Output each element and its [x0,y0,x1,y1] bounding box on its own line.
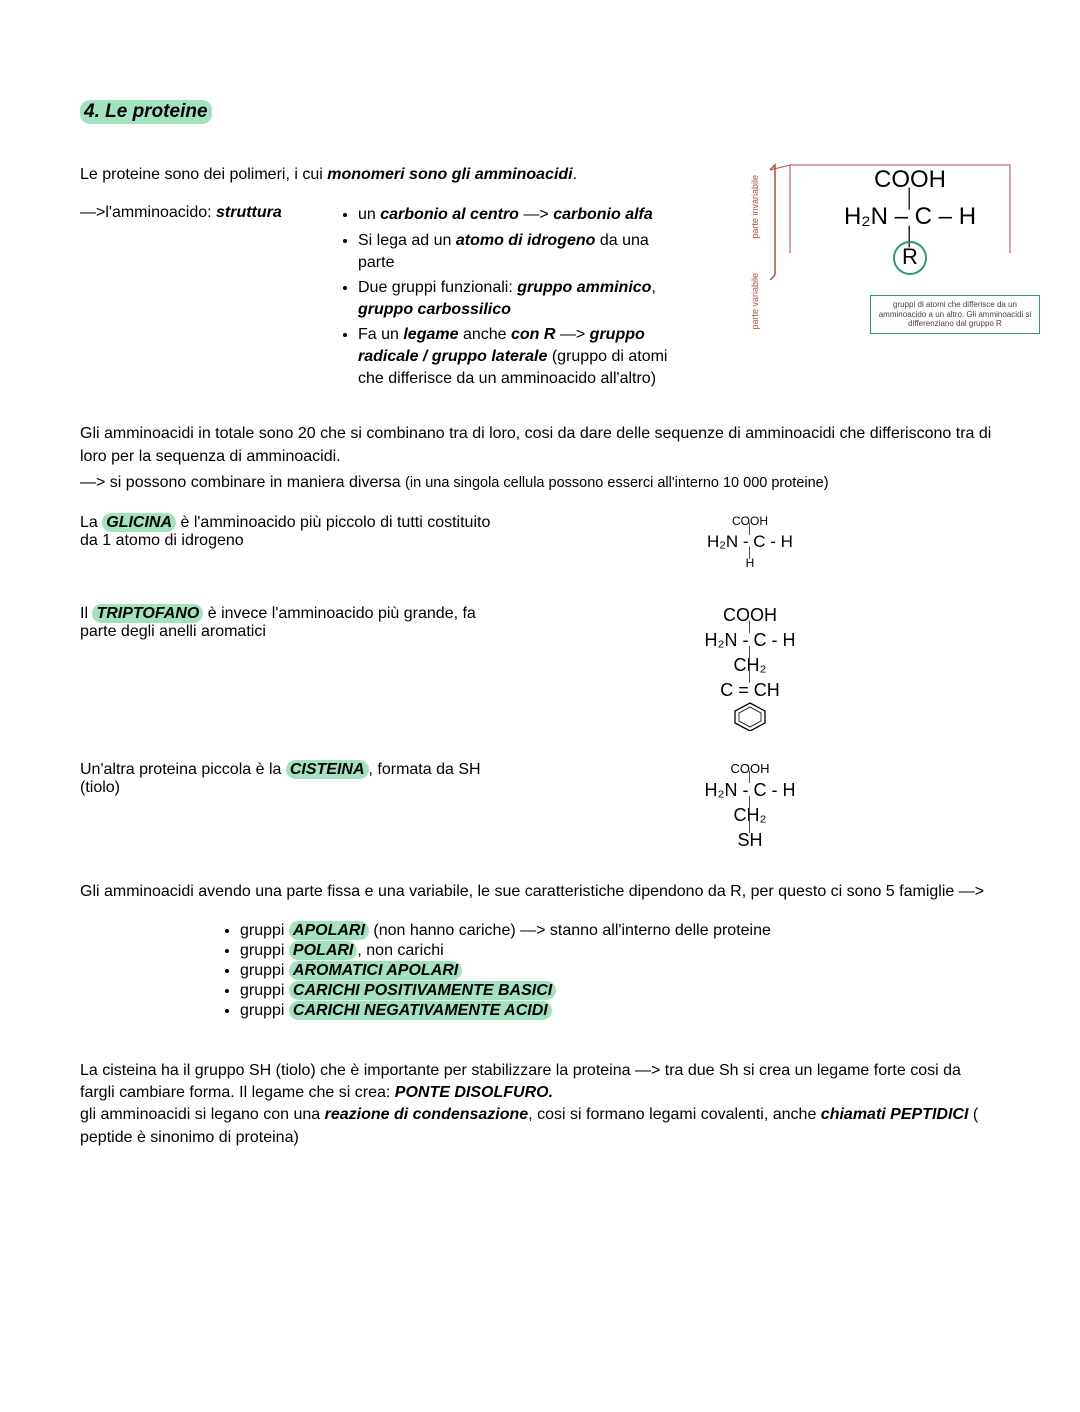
title-text: 4. Le proteine [80,100,212,124]
family-5: gruppi CARICHI NEGATIVAMENTE ACIDI [240,1002,1000,1020]
family-2: gruppi POLARI, non carichi [240,942,1000,960]
triptofano-text: Il TRIPTOFANO è invece l'amminoacido più… [80,605,500,641]
family-1: gruppi APOLARI (non hanno cariche) —> st… [240,922,1000,940]
bullet-1: un carbonio al centro —> carbonio alfa [358,204,688,226]
diagram-caption: gruppi di atomi che differisce da un amm… [870,295,1040,334]
glicina-chem: COOH │ H₂N - C - H │ H [500,514,1000,570]
closing-para: La cisteina ha il gruppo SH (tiolo) che … [80,1060,1000,1150]
combination-para-1: Gli amminoacidi in totale sono 20 che si… [80,423,1000,468]
triptofano-row: Il TRIPTOFANO è invece l'amminoacido più… [80,605,1000,731]
bullet-2: Si lega ad un atomo di idrogeno da una p… [358,230,688,273]
combination-para-2: —> si possono combinare in maniera diver… [80,472,1000,494]
document-page: 4. Le proteine Le proteine sono dei poli… [0,0,1080,1227]
bullet-3: Due gruppi funzionali: gruppo amminico, … [358,277,688,320]
triptofano-chem: COOH │ H₂N - C - H │ CH₂ │ C = CH [500,605,1000,731]
glicina-text: La GLICINA è l'amminoacido più piccolo d… [80,514,500,550]
cisteina-text: Un'altra proteina piccola è la CISTEINA,… [80,761,500,797]
families-intro: Gli amminoacidi avendo una parte fissa e… [80,881,1000,903]
glicina-row: La GLICINA è l'amminoacido più piccolo d… [80,514,1000,570]
family-3: gruppi AROMATICI APOLARI [240,962,1000,980]
chem-structure: COOH │ H₂N – C – H │ R [805,167,1015,275]
structure-bullets: un carbonio al centro —> carbonio alfa S… [338,204,688,393]
side-label-bottom: parte variabile [750,273,760,330]
cisteina-chem: COOH │ H₂N - C - H │ CH₂ │ SH [500,761,1000,851]
cisteina-row: Un'altra proteina piccola è la CISTEINA,… [80,761,1000,851]
families-list: gruppi APOLARI (non hanno cariche) —> st… [220,922,1000,1020]
r-group-circle: R [893,241,927,275]
structure-label: —>l'amminoacido: struttura [80,204,310,222]
side-label-top: parte invariabile [750,175,760,239]
family-4: gruppi CARICHI POSITIVAMENTE BASICI [240,982,1000,1000]
amino-acid-diagram: parte invariabile parte variabile COOH │… [750,155,1040,360]
benzene-ring-icon [730,701,770,731]
bullet-4: Fa un legame anche con R —> gruppo radic… [358,324,688,389]
